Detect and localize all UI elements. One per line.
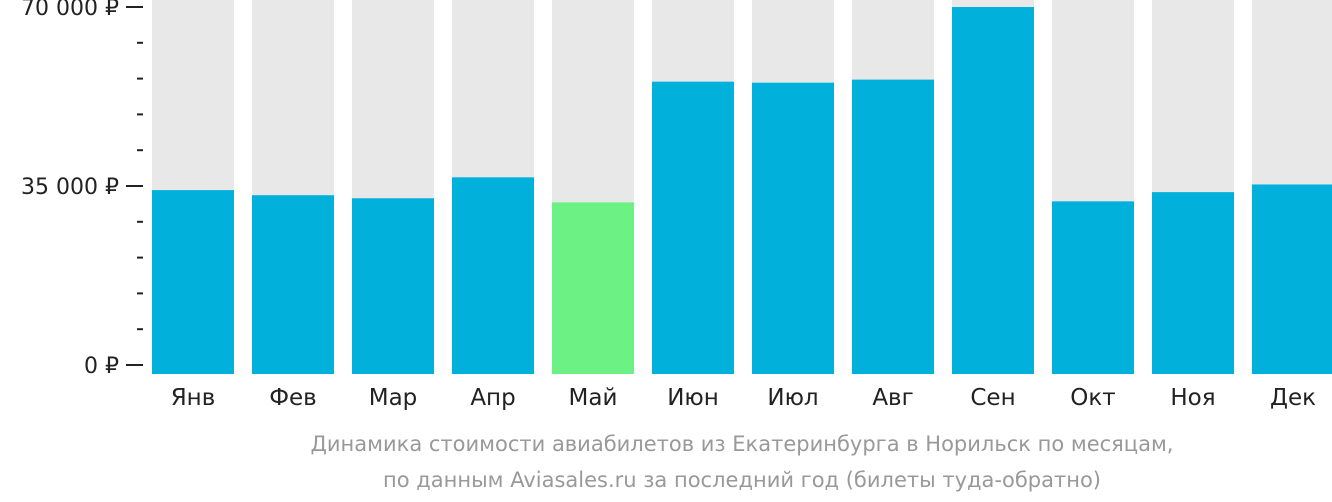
bar-10[interactable] <box>1052 201 1134 374</box>
x-tick-label: Июн <box>667 385 719 411</box>
x-tick-label: Окт <box>1070 385 1115 411</box>
bar-3[interactable] <box>352 198 434 374</box>
y-tick-label: 70 000 ₽ <box>21 0 119 21</box>
x-tick-label: Фев <box>269 385 317 411</box>
bar-5[interactable] <box>552 202 634 374</box>
y-tick-label: 35 000 ₽ <box>21 175 119 200</box>
x-tick-label: Дек <box>1270 385 1316 411</box>
bar-2[interactable] <box>252 195 334 374</box>
y-tick-label: 0 ₽ <box>84 354 119 379</box>
x-tick-label: Май <box>569 385 618 411</box>
bar-1[interactable] <box>152 190 234 374</box>
bar-6[interactable] <box>652 81 734 374</box>
bar-4[interactable] <box>452 177 534 374</box>
chart-caption-line-1: Динамика стоимости авиабилетов из Екатер… <box>310 432 1174 456</box>
x-tick-label: Июл <box>767 385 818 411</box>
x-tick-label: Сен <box>970 385 1015 411</box>
x-tick-label: Ноя <box>1170 385 1215 411</box>
chart-canvas: Янв Фев Мар Апр Май Июн Июл Авг Сен Окт Ноя Дек 0 ₽ 3… <box>21 0 1332 411</box>
bar-12[interactable] <box>1252 184 1332 374</box>
chart-caption-line-2: по данным Aviasales.ru за последний год … <box>383 468 1101 492</box>
bar-7[interactable] <box>752 82 834 374</box>
x-tick-label: Мар <box>369 385 418 411</box>
x-tick-label: Янв <box>171 385 216 411</box>
x-tick-label: Апр <box>470 385 515 411</box>
bar-9[interactable] <box>952 7 1034 374</box>
bar-11[interactable] <box>1152 192 1234 374</box>
bar-8[interactable] <box>852 79 934 374</box>
x-tick-label: Авг <box>872 385 913 411</box>
